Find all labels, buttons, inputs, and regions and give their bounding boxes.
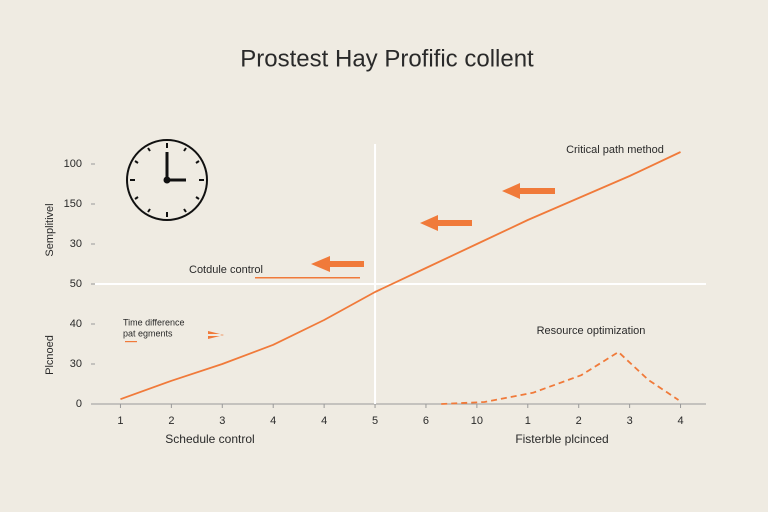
x-tick-label: 1	[525, 415, 531, 427]
y-axis-label: Semplitivel	[44, 203, 56, 256]
x-tick-label: 5	[372, 415, 378, 427]
x-tick-label: 6	[423, 415, 429, 427]
x-axis-label: Schedule control	[165, 432, 254, 446]
y-tick-label: 40	[70, 318, 82, 330]
chart-title: Prostest Hay Profific collent	[240, 45, 534, 72]
x-tick-label: 4	[321, 415, 327, 427]
series-line	[120, 151, 681, 401]
x-tick-label: 2	[576, 415, 582, 427]
y-tick-label: 150	[64, 198, 82, 210]
annotation: pat egments	[123, 328, 173, 338]
x-tick-label: 1	[117, 415, 123, 427]
y-axis-label: Plcnoed	[44, 335, 56, 375]
y-tick-label: 100	[64, 158, 82, 170]
x-tick-label: 2	[168, 415, 174, 427]
y-tick-label: 0	[76, 398, 82, 410]
clock-icon	[126, 139, 208, 221]
y-tick-label: 30	[70, 238, 82, 250]
x-axis-label: Fisterble plcinced	[515, 432, 608, 446]
x-tick-label: 3	[627, 415, 633, 427]
annotation: Resource optimization	[537, 325, 646, 337]
x-tick-label: 4	[270, 415, 276, 427]
annotation: Cotdule control	[189, 264, 263, 276]
x-tick-label: 4	[677, 415, 683, 427]
x-tick-label: 10	[471, 415, 483, 427]
y-tick-label: 50	[70, 278, 82, 290]
annotation: Critical path method	[566, 144, 664, 156]
annotation: Time difference	[123, 317, 185, 327]
arrows	[125, 183, 555, 343]
y-tick-label: 30	[70, 358, 82, 370]
series-line	[441, 351, 680, 405]
x-tick-label: 3	[219, 415, 225, 427]
